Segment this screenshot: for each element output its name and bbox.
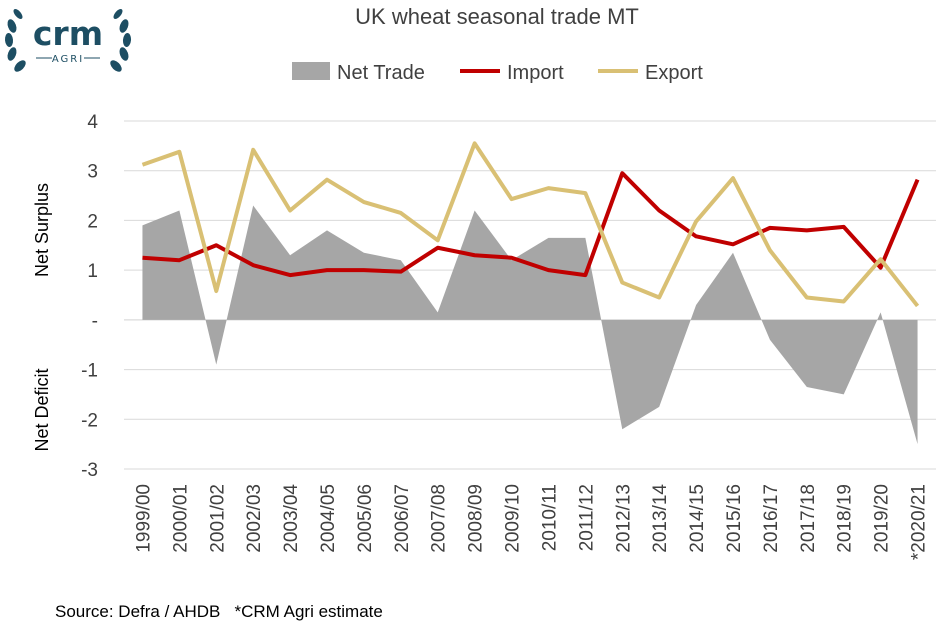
y-tick-label: 1	[87, 261, 98, 282]
import-line	[142, 171, 920, 278]
net-trade-area-path	[142, 205, 918, 445]
x-tick-label: 2017/18	[798, 484, 819, 553]
x-axis-ticks: 1999/00 2000/01 2001/02 2002/03 2003/04 2004/…	[133, 484, 929, 561]
x-tick-label: 2015/16	[724, 484, 745, 553]
series-lines	[141, 141, 920, 308]
x-tick-label: 2000/01	[170, 484, 191, 553]
x-tick-label: 2010/11	[539, 484, 560, 551]
y-tick-label: 2	[87, 211, 98, 232]
export-line	[141, 141, 920, 308]
laurel-left-icon	[4, 9, 26, 72]
legend-swatch-net-trade	[292, 62, 330, 80]
x-tick-label: 2018/19	[835, 484, 856, 553]
y-tick-label: -	[92, 311, 98, 332]
legend: Net Trade Import Export	[292, 62, 703, 84]
crm-agri-logo: crm AGRI	[4, 9, 132, 72]
legend-label-export: Export	[645, 62, 703, 84]
x-tick-label: 2003/04	[281, 484, 302, 553]
logo-sub-text: AGRI	[52, 54, 84, 65]
x-tick-label: 2001/02	[207, 484, 228, 553]
x-tick-label: 2014/15	[687, 484, 708, 553]
chart-title: UK wheat seasonal trade MT	[355, 4, 639, 29]
x-tick-label: 2008/09	[466, 484, 487, 553]
y-axis-ticks: 4 3 2 1 - -1 -2 -3	[81, 112, 98, 481]
laurel-right-icon	[110, 9, 132, 72]
x-tick-label: 1999/00	[133, 484, 154, 553]
legend-label-import: Import	[507, 62, 564, 84]
y-axis-title-lower: Net Deficit	[32, 368, 52, 451]
source-note: Source: Defra / AHDB *CRM Agri estimate	[55, 602, 383, 621]
y-tick-label: -1	[81, 361, 98, 382]
legend-label-net-trade: Net Trade	[337, 62, 425, 84]
y-tick-label: 3	[87, 162, 98, 183]
x-tick-label: 2011/12	[576, 484, 597, 551]
x-tick-label: 2002/03	[244, 484, 265, 553]
y-tick-label: 4	[87, 112, 98, 133]
net-trade-area	[142, 205, 918, 445]
x-tick-label: 2009/10	[503, 484, 524, 553]
x-tick-label: 2012/13	[613, 484, 634, 553]
logo-main-text: crm	[33, 14, 103, 53]
x-tick-label: 2019/20	[872, 484, 893, 553]
x-tick-label: 2005/06	[355, 484, 376, 553]
y-tick-label: -2	[81, 410, 98, 431]
y-axis-title-upper: Net Surplus	[32, 183, 52, 277]
y-tick-label: -3	[81, 460, 98, 481]
x-tick-label: 2013/14	[650, 484, 671, 553]
x-tick-label: *2020/21	[909, 484, 930, 560]
x-tick-label: 2004/05	[318, 484, 339, 553]
x-tick-label: 2016/17	[761, 484, 782, 553]
x-tick-label: 2006/07	[392, 484, 413, 553]
x-tick-label: 2007/08	[429, 484, 450, 553]
